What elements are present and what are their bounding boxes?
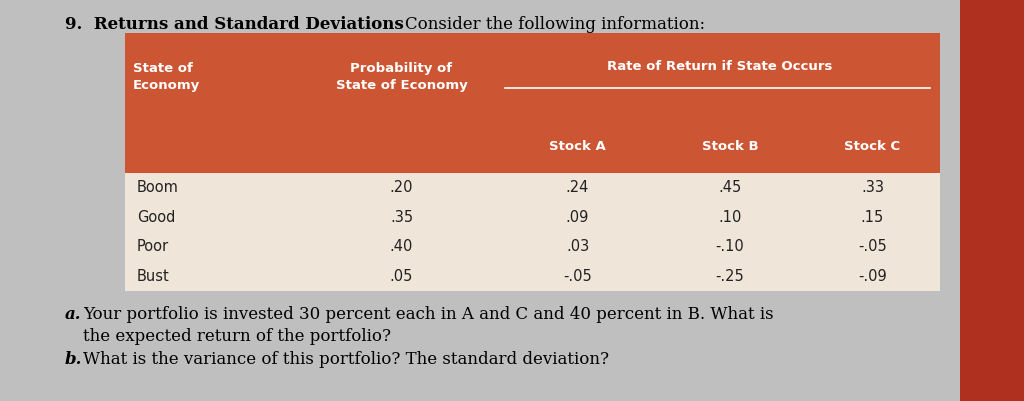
Text: -.05: -.05 [858, 239, 887, 254]
Text: -.10: -.10 [716, 239, 744, 254]
Text: .24: .24 [566, 180, 589, 195]
Text: Rate of Return if State Occurs: Rate of Return if State Occurs [607, 60, 833, 73]
Text: -.05: -.05 [563, 269, 592, 284]
Text: Stock C: Stock C [845, 140, 900, 154]
Text: Good: Good [137, 210, 175, 225]
Text: a.: a. [65, 306, 82, 323]
Text: Your portfolio is invested 30 percent each in A and C and 40 percent in B. What : Your portfolio is invested 30 percent ea… [83, 306, 773, 323]
Text: State of
Economy: State of Economy [133, 62, 201, 92]
Text: b.: b. [65, 351, 82, 368]
Text: Poor: Poor [137, 239, 169, 254]
Text: -.09: -.09 [858, 269, 887, 284]
Text: What is the variance of this portfolio? The standard deviation?: What is the variance of this portfolio? … [83, 351, 609, 368]
Text: Stock A: Stock A [549, 140, 606, 154]
Text: .35: .35 [390, 210, 413, 225]
Text: .15: .15 [861, 210, 884, 225]
Text: the expected return of the portfolio?: the expected return of the portfolio? [83, 328, 391, 345]
Text: .45: .45 [719, 180, 741, 195]
Text: .05: .05 [390, 269, 414, 284]
Text: -.25: -.25 [716, 269, 744, 284]
Text: .09: .09 [566, 210, 589, 225]
Bar [961, 0, 1024, 401]
Bar [125, 33, 940, 173]
Text: Bust: Bust [137, 269, 170, 284]
Text: .03: .03 [566, 239, 589, 254]
Bar [125, 33, 940, 291]
Text: .40: .40 [390, 239, 414, 254]
Text: Consider the following information:: Consider the following information: [406, 16, 706, 33]
Text: .33: .33 [861, 180, 884, 195]
Text: .10: .10 [718, 210, 741, 225]
Text: Boom: Boom [137, 180, 179, 195]
Text: .20: .20 [390, 180, 414, 195]
Text: Probability of
State of Economy: Probability of State of Economy [336, 62, 467, 92]
Text: 9.  Returns and Standard Deviations: 9. Returns and Standard Deviations [65, 16, 403, 33]
Text: Stock B: Stock B [701, 140, 759, 154]
